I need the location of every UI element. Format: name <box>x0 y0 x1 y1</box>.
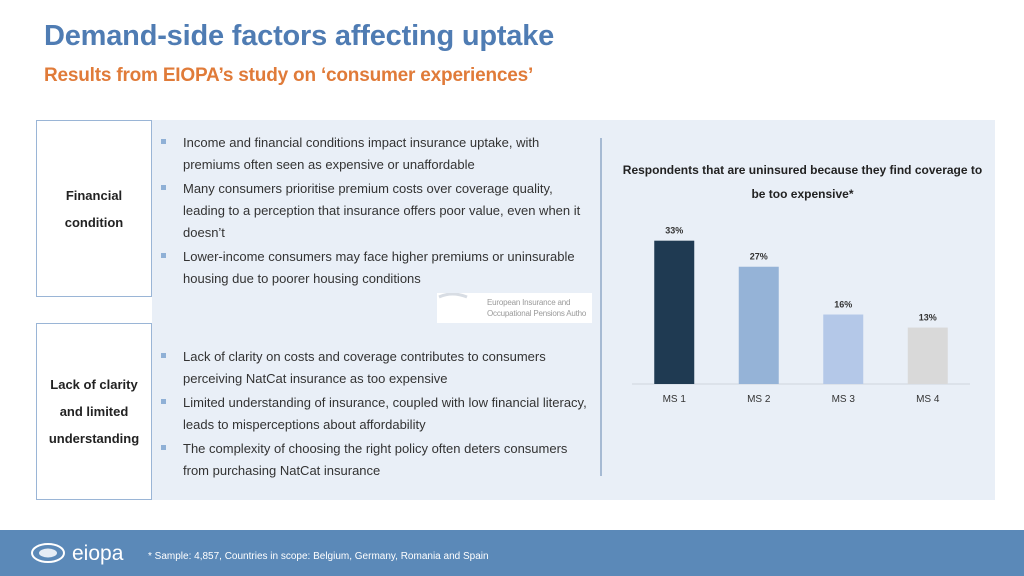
financial-condition-bullets: Income and financial conditions impact i… <box>160 132 590 292</box>
uninsured-bar-chart: 33% MS 1 27% MS 2 16% MS 3 13% MS 4 <box>632 226 970 405</box>
chart-data-label: 13% <box>919 313 937 323</box>
lack-of-clarity-bullets: Lack of clarity on costs and coverage co… <box>160 346 590 484</box>
bullet-item: Many consumers prioritise premium costs … <box>160 178 590 244</box>
chart-data-label: 27% <box>750 252 768 262</box>
section-label-line: Financial <box>65 187 123 203</box>
logo-emblem-icon <box>31 543 65 563</box>
vertical-divider <box>600 138 602 476</box>
chart-bar-3 <box>823 314 864 384</box>
chart-category-label: MS 3 <box>832 394 856 405</box>
bullet-item: The complexity of choosing the right pol… <box>160 438 590 482</box>
chart-data-label: 33% <box>665 226 683 236</box>
watermark-text: European Insurance and <box>487 298 571 307</box>
chart-category-label: MS 4 <box>916 394 940 405</box>
chart-category-label: MS 1 <box>663 394 687 405</box>
chart-bar-1 <box>654 240 695 384</box>
eiopa-watermark-logo: European Insurance and Occupational Pens… <box>437 293 592 323</box>
watermark-emblem-icon <box>438 293 468 299</box>
bullet-item: Lack of clarity on costs and coverage co… <box>160 346 590 390</box>
chart-data-label: 16% <box>834 300 852 310</box>
chart-bar-2 <box>738 266 779 384</box>
section-label-financial-condition: Financial condition <box>36 120 152 297</box>
chart-category-label: MS 2 <box>747 394 771 405</box>
bullet-item: Limited understanding of insurance, coup… <box>160 392 590 436</box>
sample-footnote: * Sample: 4,857, Countries in scope: Bel… <box>148 551 489 562</box>
chart-title: Respondents that are uninsured because t… <box>622 163 983 201</box>
logo-text: eiopa <box>72 542 124 565</box>
eiopa-logo: eiopa <box>31 542 124 565</box>
section-label-line: Lack of clarity <box>50 377 138 392</box>
watermark-text: Occupational Pensions Autho <box>487 309 587 318</box>
page-title: Demand-side factors affecting uptake <box>44 20 555 52</box>
bullet-item: Lower-income consumers may face higher p… <box>160 246 590 290</box>
footer-bar: eiopa * Sample: 4,857, Countries in scop… <box>0 530 1024 576</box>
chart-bar-4 <box>907 327 948 384</box>
section-label-line: condition <box>64 214 124 230</box>
section-label-line: and limited <box>59 404 129 419</box>
bullet-item: Income and financial conditions impact i… <box>160 132 590 176</box>
page-subtitle: Results from EIOPA’s study on ‘consumer … <box>44 65 534 86</box>
section-label-line: understanding <box>48 431 140 446</box>
section-label-lack-of-clarity: Lack of clarity and limited understandin… <box>36 323 152 500</box>
